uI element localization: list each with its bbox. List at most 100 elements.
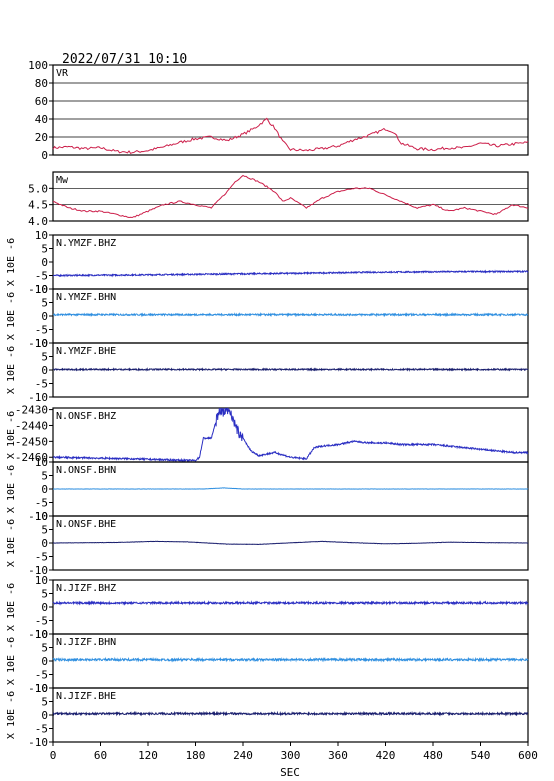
x-axis: 0 60 120 180 240 300 360 420 480 540 600: [50, 742, 538, 762]
x-tick-label: 120: [138, 749, 158, 762]
x-tick-label: 300: [281, 749, 301, 762]
panel-label: VR: [56, 68, 69, 79]
series-line: [52, 656, 529, 663]
y-tick-label: 100: [28, 59, 48, 72]
series-line: [52, 600, 529, 606]
x-tick-label: 600: [518, 749, 538, 762]
x-tick-label: 60: [94, 749, 107, 762]
y-tick-label: 5: [41, 524, 48, 537]
y-tick-label: 10: [35, 337, 48, 350]
panel-frame: [52, 687, 529, 743]
y-tick-label: 5: [41, 470, 48, 483]
panel-mw: 4.0 4.5 5.0 Mw: [28, 171, 529, 228]
series-line: [52, 540, 528, 545]
x-tick-label: 540: [471, 749, 491, 762]
panel-frame: [52, 171, 529, 222]
y-tick-label: -5: [35, 497, 48, 510]
y-tick-label: 0: [41, 310, 48, 323]
y-tick-label: 10: [35, 574, 48, 587]
y-axis-label: X 10E -6: [6, 465, 17, 513]
y-tick-label: 10: [35, 510, 48, 523]
x-tick-label: 360: [328, 749, 348, 762]
y-tick-label: -10: [28, 736, 48, 749]
series-line: [52, 407, 529, 463]
panel-label: Mw: [56, 175, 69, 186]
y-tick-label: 0: [41, 149, 48, 162]
y-axis-label: X 10E -6: [6, 519, 17, 567]
y-tick-label: -2450: [15, 435, 48, 448]
panel-label: N.JIZF.BHZ: [56, 583, 116, 594]
y-axis-label: X 10E -6: [6, 583, 17, 631]
y-tick-label: 10: [35, 456, 48, 469]
y-tick-label: 80: [35, 77, 48, 90]
panel-label: N.ONSF.BHZ: [56, 411, 116, 422]
y-tick-label: 5: [41, 642, 48, 655]
panel-frame: [52, 234, 529, 290]
y-tick-label: 5: [41, 297, 48, 310]
y-tick-label: 0: [41, 483, 48, 496]
x-tick-label: 180: [186, 749, 206, 762]
y-tick-label: 40: [35, 113, 48, 126]
y-tick-label: -5: [35, 723, 48, 736]
y-tick-label: 10: [35, 628, 48, 641]
panel-label: N.YMZF.BHN: [56, 292, 116, 303]
x-tick-label: 0: [50, 749, 57, 762]
panel-frame: [52, 579, 529, 635]
y-tick-label: -5: [35, 270, 48, 283]
y-tick-label: 4.5: [28, 199, 48, 212]
panel-n-onsf-bhz: -2460 -2450 -2440 -2430 N.ONSF.BHZ X 10E -6: [6, 404, 529, 464]
y-tick-label: 20: [35, 131, 48, 144]
y-tick-label: 0: [41, 655, 48, 668]
y-tick-label: -5: [35, 615, 48, 628]
y-tick-label: 0: [41, 601, 48, 614]
y-tick-label: 5: [41, 351, 48, 364]
y-tick-label: 60: [35, 95, 48, 108]
x-tick-label: 480: [423, 749, 443, 762]
panels: 020406080100VR4.04.55.0Mw-10-50510N.YMZF…: [6, 59, 529, 749]
series-line: [52, 487, 529, 490]
y-tick-label: 10: [35, 283, 48, 296]
y-tick-label: 0: [41, 709, 48, 722]
y-tick-label: -10: [28, 510, 48, 523]
y-axis-label: X 10E -6: [6, 292, 17, 340]
y-tick-label: -5: [35, 551, 48, 564]
y-tick-label: 5: [41, 696, 48, 709]
y-tick-label: 0: [41, 364, 48, 377]
y-tick-label: -10: [28, 564, 48, 577]
y-axis-label: X 10E -6: [6, 691, 17, 739]
y-tick-label: 4.0: [28, 215, 48, 228]
y-tick-label: -5: [35, 324, 48, 337]
y-tick-label: 5.0: [28, 182, 48, 195]
series-line: [52, 710, 529, 717]
y-axis-label: X 10E -6: [6, 346, 17, 394]
y-tick-label: -2460: [15, 451, 48, 464]
panel-label: N.YMZF.BHE: [56, 346, 116, 357]
panel-frame: [52, 407, 529, 463]
y-tick-label: 0: [41, 537, 48, 550]
y-tick-label: 5: [41, 243, 48, 256]
y-tick-label: -10: [28, 628, 48, 641]
y-tick-label: -2430: [15, 404, 48, 417]
y-tick-label: -10: [28, 682, 48, 695]
y-tick-label: -5: [35, 378, 48, 391]
series-line: [52, 312, 529, 318]
panel-label: N.ONSF.BHE: [56, 519, 116, 530]
panel-label: N.ONSF.BHN: [56, 465, 116, 476]
y-axis-label: X 10E -6: [6, 411, 17, 459]
x-axis-label: SEC: [280, 766, 300, 779]
x-tick-label: 420: [376, 749, 396, 762]
panel-label: N.JIZF.BHN: [56, 637, 116, 648]
y-tick-label: -5: [35, 669, 48, 682]
y-axis-label: X 10E -6: [6, 238, 17, 286]
panel-label: N.YMZF.BHZ: [56, 238, 116, 249]
y-tick-label: 5: [41, 588, 48, 601]
y-tick-label: -10: [28, 391, 48, 404]
